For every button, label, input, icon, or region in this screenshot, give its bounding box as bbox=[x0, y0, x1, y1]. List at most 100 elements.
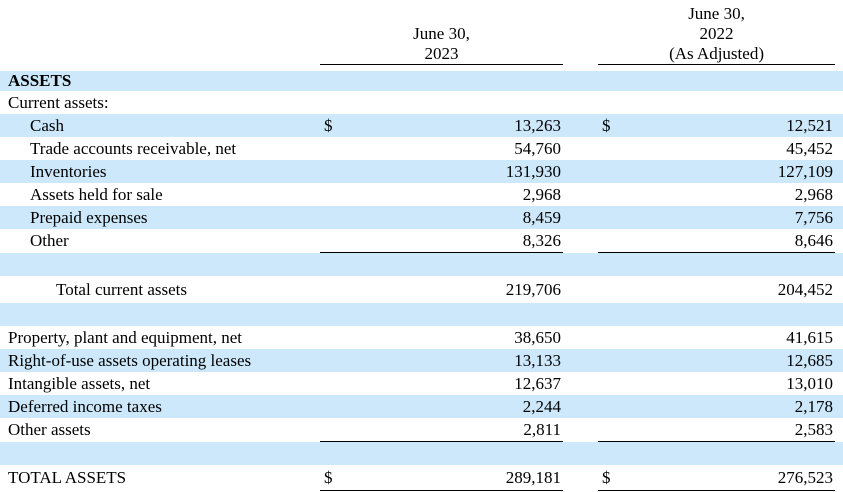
right-pad bbox=[835, 114, 843, 137]
value-2023 bbox=[348, 91, 563, 114]
table-row: TOTAL ASSETS $289,181 $276,523 bbox=[0, 465, 843, 491]
value-2022 bbox=[626, 71, 836, 91]
row-label: Right-of-use assets operating leases bbox=[0, 349, 320, 372]
right-pad bbox=[835, 91, 843, 114]
row-label bbox=[0, 252, 320, 276]
currency-symbol: $ bbox=[320, 465, 348, 491]
column-gutter bbox=[563, 114, 599, 137]
currency-symbol bbox=[598, 183, 626, 206]
row-label: Intangible assets, net bbox=[8, 373, 151, 393]
table-row: Cash $13,263 $12,521 bbox=[0, 114, 843, 137]
currency-symbol bbox=[320, 418, 348, 442]
currency-symbol bbox=[320, 326, 348, 349]
column-gutter bbox=[563, 276, 598, 303]
currency-symbol bbox=[598, 349, 627, 372]
row-label: Other assets bbox=[8, 419, 91, 439]
right-pad bbox=[835, 252, 843, 276]
row-label: Assets held for sale bbox=[30, 184, 163, 204]
value-2023: 2,244 bbox=[348, 395, 564, 418]
currency-symbol bbox=[320, 91, 348, 114]
table-row: Other assets 2,811 2,583 bbox=[0, 418, 843, 442]
table-row: ASSETS bbox=[0, 71, 843, 91]
header-line: (As Adjusted) bbox=[669, 44, 764, 63]
spacer-row bbox=[0, 441, 843, 465]
currency-symbol bbox=[320, 183, 348, 206]
header-label-spacer bbox=[0, 0, 320, 65]
table-row: Trade accounts receivable, net 54,760 45,4… bbox=[0, 137, 843, 160]
column-gutter bbox=[563, 303, 599, 326]
header-line: 2022 bbox=[699, 24, 734, 43]
table-row: Right-of-use assets operating leases 13,1… bbox=[0, 349, 843, 372]
table-row: Other 8,326 8,646 bbox=[0, 229, 843, 253]
currency-symbol bbox=[320, 71, 348, 91]
right-pad bbox=[835, 303, 843, 326]
value-2022: 2,178 bbox=[626, 395, 836, 418]
currency-symbol: $ bbox=[598, 114, 627, 137]
right-pad bbox=[835, 395, 843, 418]
value-2022: 13,010 bbox=[786, 373, 834, 393]
currency-symbol bbox=[598, 418, 627, 442]
value-2023: 2,968 bbox=[522, 184, 562, 204]
column-gutter bbox=[563, 465, 598, 491]
value-2022 bbox=[626, 303, 836, 326]
currency-symbol bbox=[320, 276, 348, 303]
value-2023: 12,637 bbox=[514, 373, 562, 393]
table-row: Current assets: bbox=[0, 91, 843, 114]
right-pad bbox=[835, 229, 843, 253]
column-gutter bbox=[563, 229, 598, 253]
currency-symbol bbox=[598, 252, 627, 276]
column-gutter bbox=[563, 137, 598, 160]
value-2023: 131,930 bbox=[348, 160, 564, 183]
spacer-row bbox=[0, 252, 843, 276]
value-2023: 8,326 bbox=[348, 229, 564, 253]
right-pad bbox=[835, 441, 843, 465]
right-pad bbox=[835, 465, 843, 491]
currency-symbol: $ bbox=[598, 465, 627, 491]
currency-symbol bbox=[598, 395, 627, 418]
row-label bbox=[0, 303, 320, 326]
row-label: Deferred income taxes bbox=[0, 395, 320, 418]
currency-symbol: $ bbox=[320, 114, 348, 137]
currency-symbol bbox=[320, 303, 348, 326]
right-pad bbox=[835, 372, 843, 395]
right-pad bbox=[835, 206, 843, 229]
row-label: Other bbox=[30, 230, 69, 250]
row-label: Cash bbox=[0, 114, 320, 137]
column-header-2023: June 30, 2023 bbox=[320, 0, 564, 65]
value-2022: 127,109 bbox=[626, 160, 836, 183]
value-2022 bbox=[626, 91, 835, 114]
currency-symbol bbox=[320, 252, 348, 276]
currency-symbol bbox=[598, 206, 627, 229]
value-2022 bbox=[626, 441, 836, 465]
column-gutter bbox=[563, 71, 599, 91]
row-label: TOTAL ASSETS bbox=[8, 467, 127, 487]
value-2023 bbox=[348, 71, 564, 91]
value-2022 bbox=[626, 252, 836, 276]
currency-symbol bbox=[598, 71, 627, 91]
table-row: Prepaid expenses 8,459 7,756 bbox=[0, 206, 843, 229]
column-gutter bbox=[563, 252, 599, 276]
row-label: Inventories bbox=[0, 160, 320, 183]
column-gutter bbox=[563, 326, 598, 349]
header-line: 2023 bbox=[424, 44, 459, 63]
header-line: June 30, bbox=[688, 4, 745, 23]
value-2022: 45,452 bbox=[786, 138, 834, 158]
value-2023: 54,760 bbox=[514, 138, 562, 158]
currency-symbol bbox=[598, 229, 627, 253]
value-2023: 13,263 bbox=[348, 114, 564, 137]
value-2023 bbox=[348, 303, 564, 326]
currency-symbol bbox=[320, 206, 348, 229]
right-pad bbox=[835, 349, 843, 372]
currency-symbol bbox=[320, 441, 348, 465]
header-right-pad bbox=[835, 0, 843, 65]
column-header-2022: June 30, 2022 (As Adjusted) bbox=[598, 0, 836, 65]
table-row: Intangible assets, net 12,637 13,010 bbox=[0, 372, 843, 395]
value-2023: 219,706 bbox=[505, 279, 562, 299]
value-2023: 13,133 bbox=[348, 349, 564, 372]
currency-symbol bbox=[598, 441, 627, 465]
right-pad bbox=[835, 326, 843, 349]
column-gutter bbox=[563, 372, 598, 395]
currency-symbol bbox=[320, 160, 348, 183]
row-label: Prepaid expenses bbox=[0, 206, 320, 229]
